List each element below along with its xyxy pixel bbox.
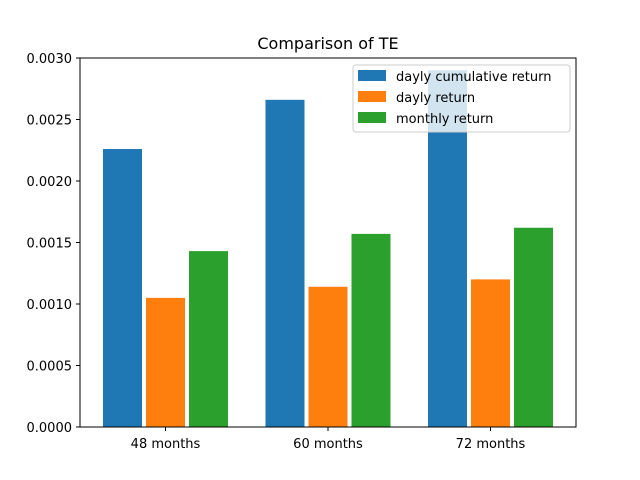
legend-box (352, 64, 571, 133)
x-tick-label: 72 months (456, 437, 526, 452)
x-tick-label: 48 months (131, 437, 201, 452)
bar-1-0 (146, 297, 185, 427)
y-tick-label: 0.0025 (27, 114, 73, 129)
bar-0-1 (265, 99, 305, 427)
legend-swatch-2 (358, 112, 386, 123)
x-axis: 48 months 60 months 72 months (131, 427, 526, 452)
y-tick-label: 0.0030 (27, 52, 73, 67)
chart-title: Comparison of TE (257, 34, 398, 53)
y-axis: 0.0000 0.0005 0.0010 0.0015 0.0020 0.0025 0.00… (27, 52, 80, 436)
y-tick-label: 0.0010 (27, 298, 73, 313)
y-tick-label: 0.0005 (27, 360, 73, 375)
legend-label-1: dayly return (396, 91, 475, 106)
bar-2-0 (189, 251, 228, 427)
legend-label-2: monthly return (396, 112, 493, 127)
x-tick-label: 60 months (293, 437, 363, 452)
bar-1-2 (471, 279, 510, 427)
bar-2-1 (351, 233, 391, 427)
bar-1-1 (308, 286, 348, 427)
legend: dayly cumulative return dayly return month… (352, 64, 571, 133)
legend-label-0: dayly cumulative return (396, 70, 552, 85)
legend-swatch-1 (358, 91, 386, 102)
y-tick-label: 0.0020 (27, 175, 73, 190)
legend-swatch-0 (358, 70, 386, 81)
y-tick-label: 0.0015 (27, 237, 73, 252)
bars-layer (103, 70, 553, 428)
bar-0-0 (103, 149, 142, 427)
plot-frame (79, 57, 577, 428)
y-tick-label: 0.0000 (27, 421, 73, 436)
bar-2-2 (514, 227, 553, 427)
